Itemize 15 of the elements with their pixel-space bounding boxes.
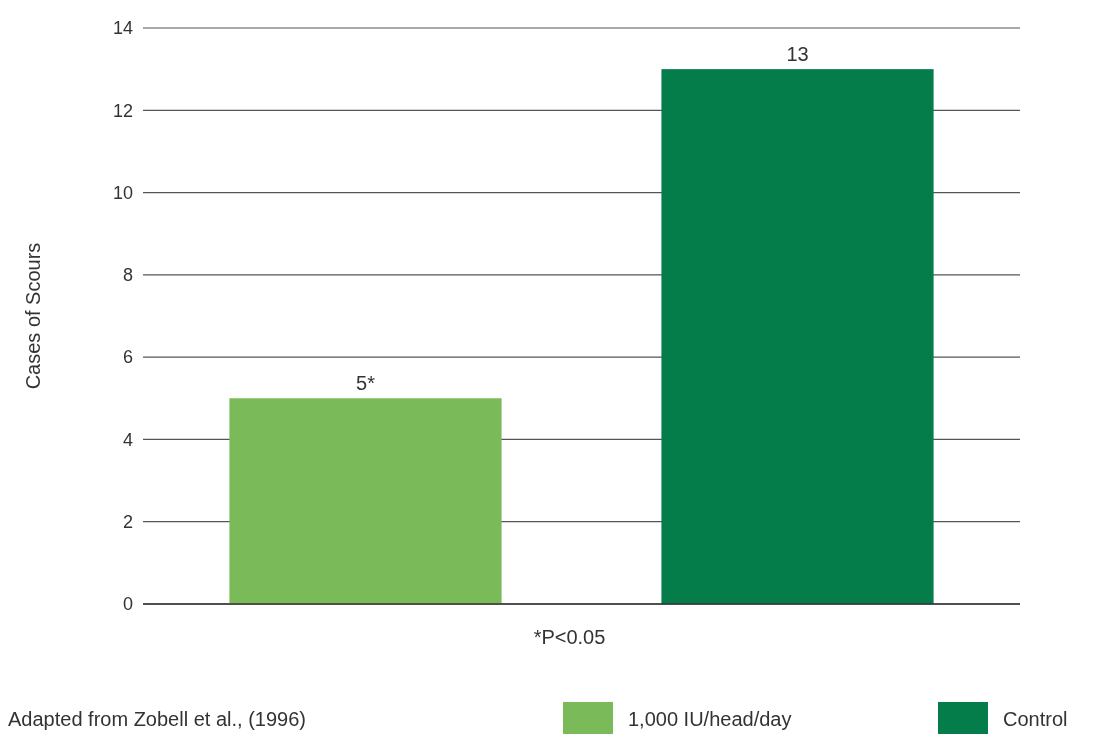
text: *P<0.05: [533, 626, 606, 648]
legend-label: 1,000 IU/head/day: [628, 708, 792, 730]
text: Adapted from Zobell et al., (1996): [8, 708, 306, 730]
legend-label: Control: [1003, 708, 1068, 730]
y-tick-label: 4: [122, 429, 133, 450]
y-axis-title: Cases of Scours: [22, 242, 44, 390]
y-tick-label: 14: [112, 18, 133, 39]
y-tick-label: 12: [112, 100, 133, 121]
y-tick-label: 2: [122, 512, 133, 533]
y-tick-label: 6: [122, 347, 133, 368]
data-label: 13: [786, 43, 809, 66]
y-tick-label: 10: [112, 182, 133, 203]
y-tick-label: 0: [122, 594, 133, 615]
y-tick-label: 8: [122, 265, 133, 286]
data-label: 5*: [356, 372, 376, 395]
